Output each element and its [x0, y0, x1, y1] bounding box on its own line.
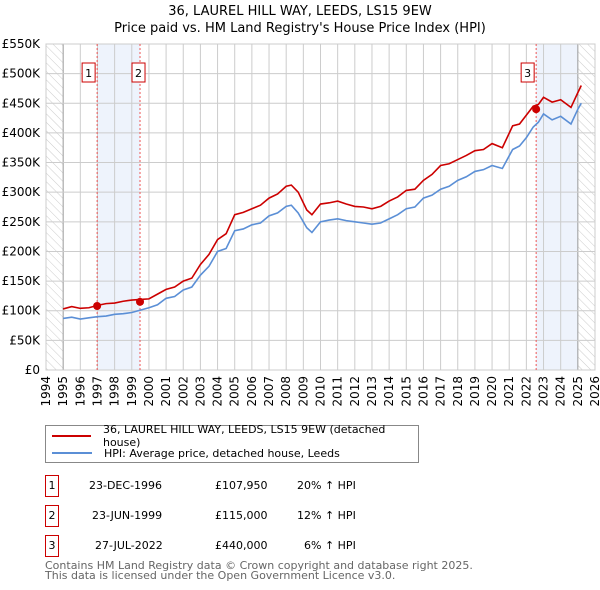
- x-tick-label: 2006: [245, 376, 259, 407]
- sale-price: £107,950: [215, 479, 268, 492]
- sale-badge: 2: [45, 505, 59, 527]
- legend-label: 36, LAUREL HILL WAY, LEEDS, LS15 9EW (de…: [102, 423, 386, 449]
- x-tick-label: 2016: [416, 376, 430, 407]
- sale-badge: 3: [45, 535, 59, 557]
- legend-swatch: [52, 435, 91, 437]
- sale-label: 2: [135, 67, 142, 80]
- no-data-hatch: [46, 44, 64, 370]
- x-tick-label: 2012: [348, 376, 362, 407]
- table-row: 1 23-DEC-1996 £107,950 20% ↑ HPI: [45, 475, 445, 497]
- sale-label-box: [131, 62, 146, 83]
- sale-hpi: 20% ↑ HPI: [297, 479, 356, 492]
- sale-badge: 1: [45, 475, 59, 497]
- y-tick-label: £300K: [2, 185, 42, 199]
- legend-swatch: [52, 452, 92, 454]
- x-tick-label: 2022: [519, 376, 533, 407]
- legend-label: HPI: Average price, detached house, Leed…: [104, 446, 340, 460]
- x-tick-label: 2020: [485, 376, 499, 407]
- sale-label: 3: [524, 67, 531, 80]
- table-row: 2 23-JUN-1999 £115,000 12% ↑ HPI: [45, 505, 445, 527]
- legend-item-hpi: HPI: Average price, detached house, Leed…: [46, 445, 340, 461]
- y-tick-label: £150K: [2, 274, 42, 288]
- x-tick-label: 2003: [193, 376, 207, 407]
- y-tick-label: £400K: [2, 126, 42, 140]
- plot-area: 1994 1995 1996 1997 1998 1999 2000 2001 2002 2003…: [2, 37, 600, 407]
- x-tick-label: 1994: [39, 376, 53, 407]
- x-tick-label: 1996: [73, 376, 87, 407]
- y-tick-label: £500K: [2, 67, 42, 81]
- x-tick-label: 1998: [108, 376, 122, 407]
- x-tick-label: 2019: [468, 376, 482, 407]
- x-tick-label: 2017: [434, 376, 448, 407]
- plot-border: [45, 43, 596, 371]
- x-tick-label: 2014: [382, 376, 396, 407]
- y-tick-label: £100K: [2, 304, 42, 318]
- sale-label-box: [520, 62, 535, 83]
- x-tick-label: 2002: [176, 376, 190, 407]
- x-tick-label: 1995: [56, 376, 70, 407]
- x-tick-label: 2010: [314, 376, 328, 407]
- x-tick-label: 2000: [142, 376, 156, 407]
- sale-price: £115,000: [215, 509, 268, 522]
- y-tick-label: £450K: [2, 96, 42, 110]
- sale-hpi: 6% ↑ HPI: [304, 539, 356, 552]
- no-data-hatch: [577, 44, 595, 370]
- x-tick-label: 2007: [262, 376, 276, 407]
- footer: Contains HM Land Registry data © Crown c…: [45, 559, 473, 582]
- y-tick-label: £200K: [2, 244, 42, 258]
- footer-copyright: Contains HM Land Registry data © Crown c…: [45, 559, 473, 572]
- y-tick-label: £250K: [2, 215, 42, 229]
- x-tick-label: 2005: [228, 376, 242, 407]
- sale-date: 23-DEC-1996: [89, 479, 163, 492]
- chart-subtitle: Price paid vs. HM Land Registry's House …: [114, 21, 486, 36]
- sale-point: [136, 297, 145, 306]
- y-tick-label: £550K: [2, 37, 42, 51]
- x-tick-label: 2023: [537, 376, 551, 407]
- x-tick-label: 2001: [159, 376, 173, 407]
- legend-item-property: 36, LAUREL HILL WAY, LEEDS, LS15 9EW (de…: [46, 423, 418, 449]
- sale-date: 23-JUN-1999: [92, 509, 163, 522]
- x-tick-label: 2013: [365, 376, 379, 407]
- x-tick-label: 2026: [588, 376, 600, 407]
- x-tick-label: 2024: [554, 376, 568, 407]
- sale-label: 1: [85, 67, 92, 80]
- footer-licence: This data is licensed under the Open Gov…: [45, 569, 396, 582]
- sale-point: [532, 105, 541, 114]
- y-tick-label: £0: [25, 363, 40, 377]
- y-tick-label: £350K: [2, 156, 42, 170]
- x-tick-label: 2025: [571, 376, 585, 407]
- legend: 36, LAUREL HILL WAY, LEEDS, LS15 9EW (de…: [45, 423, 419, 463]
- sale-point: [93, 302, 102, 311]
- sale-period-shade: [536, 44, 578, 370]
- x-tick-label: 2008: [279, 376, 293, 407]
- chart-title: 36, LAUREL HILL WAY, LEEDS, LS15 9EW: [168, 4, 432, 19]
- property-series-line: [62, 85, 582, 310]
- sale-price: £440,000: [215, 539, 268, 552]
- sale-label-box: [81, 62, 96, 83]
- sale-hpi: 12% ↑ HPI: [297, 509, 356, 522]
- sale-date: 27-JUL-2022: [95, 539, 163, 552]
- x-tick-label: 2004: [211, 376, 225, 407]
- x-tick-label: 1997: [90, 376, 104, 407]
- table-row: 3 27-JUL-2022 £440,000 6% ↑ HPI: [45, 535, 445, 557]
- sale-period-shade: [97, 44, 141, 370]
- x-tick-label: 2021: [502, 376, 516, 407]
- x-tick-label: 2018: [451, 376, 465, 407]
- x-tick-label: 2011: [331, 376, 345, 407]
- x-tick-label: 2009: [296, 376, 310, 407]
- x-tick-label: 1999: [125, 376, 139, 407]
- hpi-series-line: [63, 102, 582, 320]
- x-tick-label: 2015: [399, 376, 413, 407]
- y-tick-label: £50K: [9, 333, 41, 347]
